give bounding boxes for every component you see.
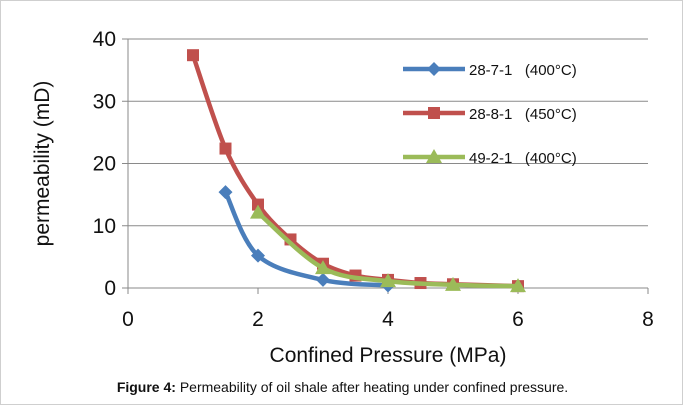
data-point bbox=[218, 185, 233, 200]
series-line bbox=[190, 52, 521, 289]
y-tick-label: 30 bbox=[93, 90, 116, 113]
data-point bbox=[510, 278, 526, 293]
caption-text: Permeability of oil shale after heating … bbox=[175, 379, 569, 395]
x-axis-label: Confined Pressure (MPa) bbox=[270, 344, 507, 367]
y-tick-label: 10 bbox=[93, 215, 116, 238]
legend-entry: 28-8-1 (450°C) bbox=[403, 106, 577, 123]
legend-marker bbox=[428, 107, 440, 119]
x-tick-label: 2 bbox=[252, 308, 264, 331]
x-tick-label: 8 bbox=[642, 308, 654, 331]
series-line bbox=[223, 189, 391, 288]
series-2 bbox=[187, 49, 524, 293]
data-point bbox=[252, 198, 264, 211]
line-chart: 0 10 20 30 40 0 2 4 6 8 28-7-1 (400°C) 28-8-1 (450… bbox=[31, 28, 654, 367]
legend: 28-7-1 (400°C) 28-8-1 (450°C) 49-2-1 (400°… bbox=[403, 62, 577, 167]
legend-label: 28-8-1 (450°C) bbox=[469, 106, 577, 123]
legend-entry: 49-2-1 (400°C) bbox=[403, 149, 577, 167]
data-point bbox=[219, 142, 232, 155]
series bbox=[187, 49, 526, 293]
data-point bbox=[250, 204, 266, 219]
y-axis-label: permeability (mD) bbox=[31, 81, 54, 247]
data-point bbox=[445, 276, 461, 291]
legend-marker bbox=[427, 62, 441, 76]
legend-label: 49-2-1 (400°C) bbox=[469, 150, 577, 167]
y-tick-label: 40 bbox=[93, 28, 116, 51]
x-tick-label: 0 bbox=[122, 308, 134, 331]
legend-label: 28-7-1 (400°C) bbox=[469, 62, 577, 79]
y-tick-label: 0 bbox=[104, 277, 116, 300]
series-3 bbox=[250, 204, 526, 293]
data-point bbox=[251, 248, 265, 263]
caption-label: Figure 4: bbox=[116, 379, 176, 395]
legend-entry: 28-7-1 (400°C) bbox=[403, 62, 577, 79]
data-point bbox=[380, 273, 396, 288]
data-point bbox=[315, 260, 331, 275]
data-point bbox=[187, 49, 199, 62]
legend-marker bbox=[426, 149, 442, 163]
data-point bbox=[316, 272, 330, 287]
tick-labels: 0 10 20 30 40 0 2 4 6 8 bbox=[93, 28, 654, 331]
y-tick-label: 20 bbox=[93, 153, 116, 176]
x-tick-label: 6 bbox=[512, 308, 524, 331]
x-tick-label: 4 bbox=[382, 308, 394, 331]
figure-caption: Figure 4: Permeability of oil shale afte… bbox=[1, 379, 683, 395]
